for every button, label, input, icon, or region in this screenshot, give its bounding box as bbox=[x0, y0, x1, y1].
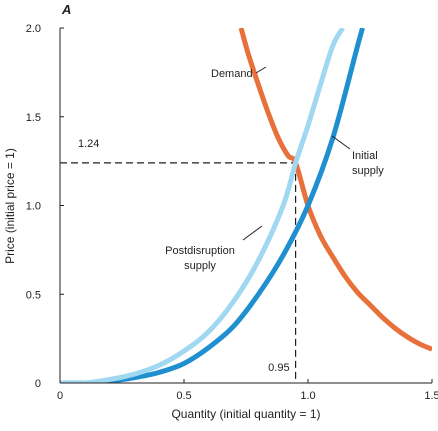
y-tick-label: 2.0 bbox=[26, 23, 41, 35]
panel-label: A bbox=[61, 2, 71, 17]
series-postdisruption-supply-line bbox=[60, 28, 345, 383]
x-axis-title: Quantity (initial quantity = 1) bbox=[171, 407, 320, 421]
series-label-initial-supply: Initial supply bbox=[352, 150, 384, 177]
chart-curves bbox=[60, 28, 432, 383]
series-label-initial-supply-leader bbox=[331, 135, 351, 150]
price-reference-label: 1.24 bbox=[78, 138, 99, 150]
y-tick-label: 0 bbox=[35, 378, 41, 390]
x-tick-label: 0 bbox=[57, 390, 63, 402]
x-tick-label: 1.0 bbox=[300, 390, 315, 402]
series-label-demand-leader bbox=[255, 66, 267, 74]
series-label-postdisruption-supply: Postdisruption supply bbox=[165, 245, 235, 272]
quantity-reference-label: 0.95 bbox=[268, 362, 289, 374]
reference-guides bbox=[60, 162, 297, 383]
series-label-postdisruption-supply-leader bbox=[242, 225, 263, 241]
y-tick-label: 0.5 bbox=[26, 289, 41, 301]
axis-ticks: 0 0.5 1.0 1.5 0 0.5 1.0 1.5 2.0 bbox=[26, 23, 438, 402]
y-tick-label: 1.5 bbox=[26, 112, 41, 124]
series-label-demand: Demand bbox=[211, 68, 253, 80]
x-tick-label: 1.5 bbox=[424, 390, 438, 402]
y-tick-label: 1.0 bbox=[26, 201, 41, 213]
series-demand-line bbox=[238, 28, 432, 352]
y-axis-title: Price (initial price = 1) bbox=[3, 148, 17, 264]
x-tick-label: 0.5 bbox=[176, 390, 191, 402]
annotations: 1.24 0.95 Demand Initial supply Postdisruptio… bbox=[78, 66, 384, 374]
